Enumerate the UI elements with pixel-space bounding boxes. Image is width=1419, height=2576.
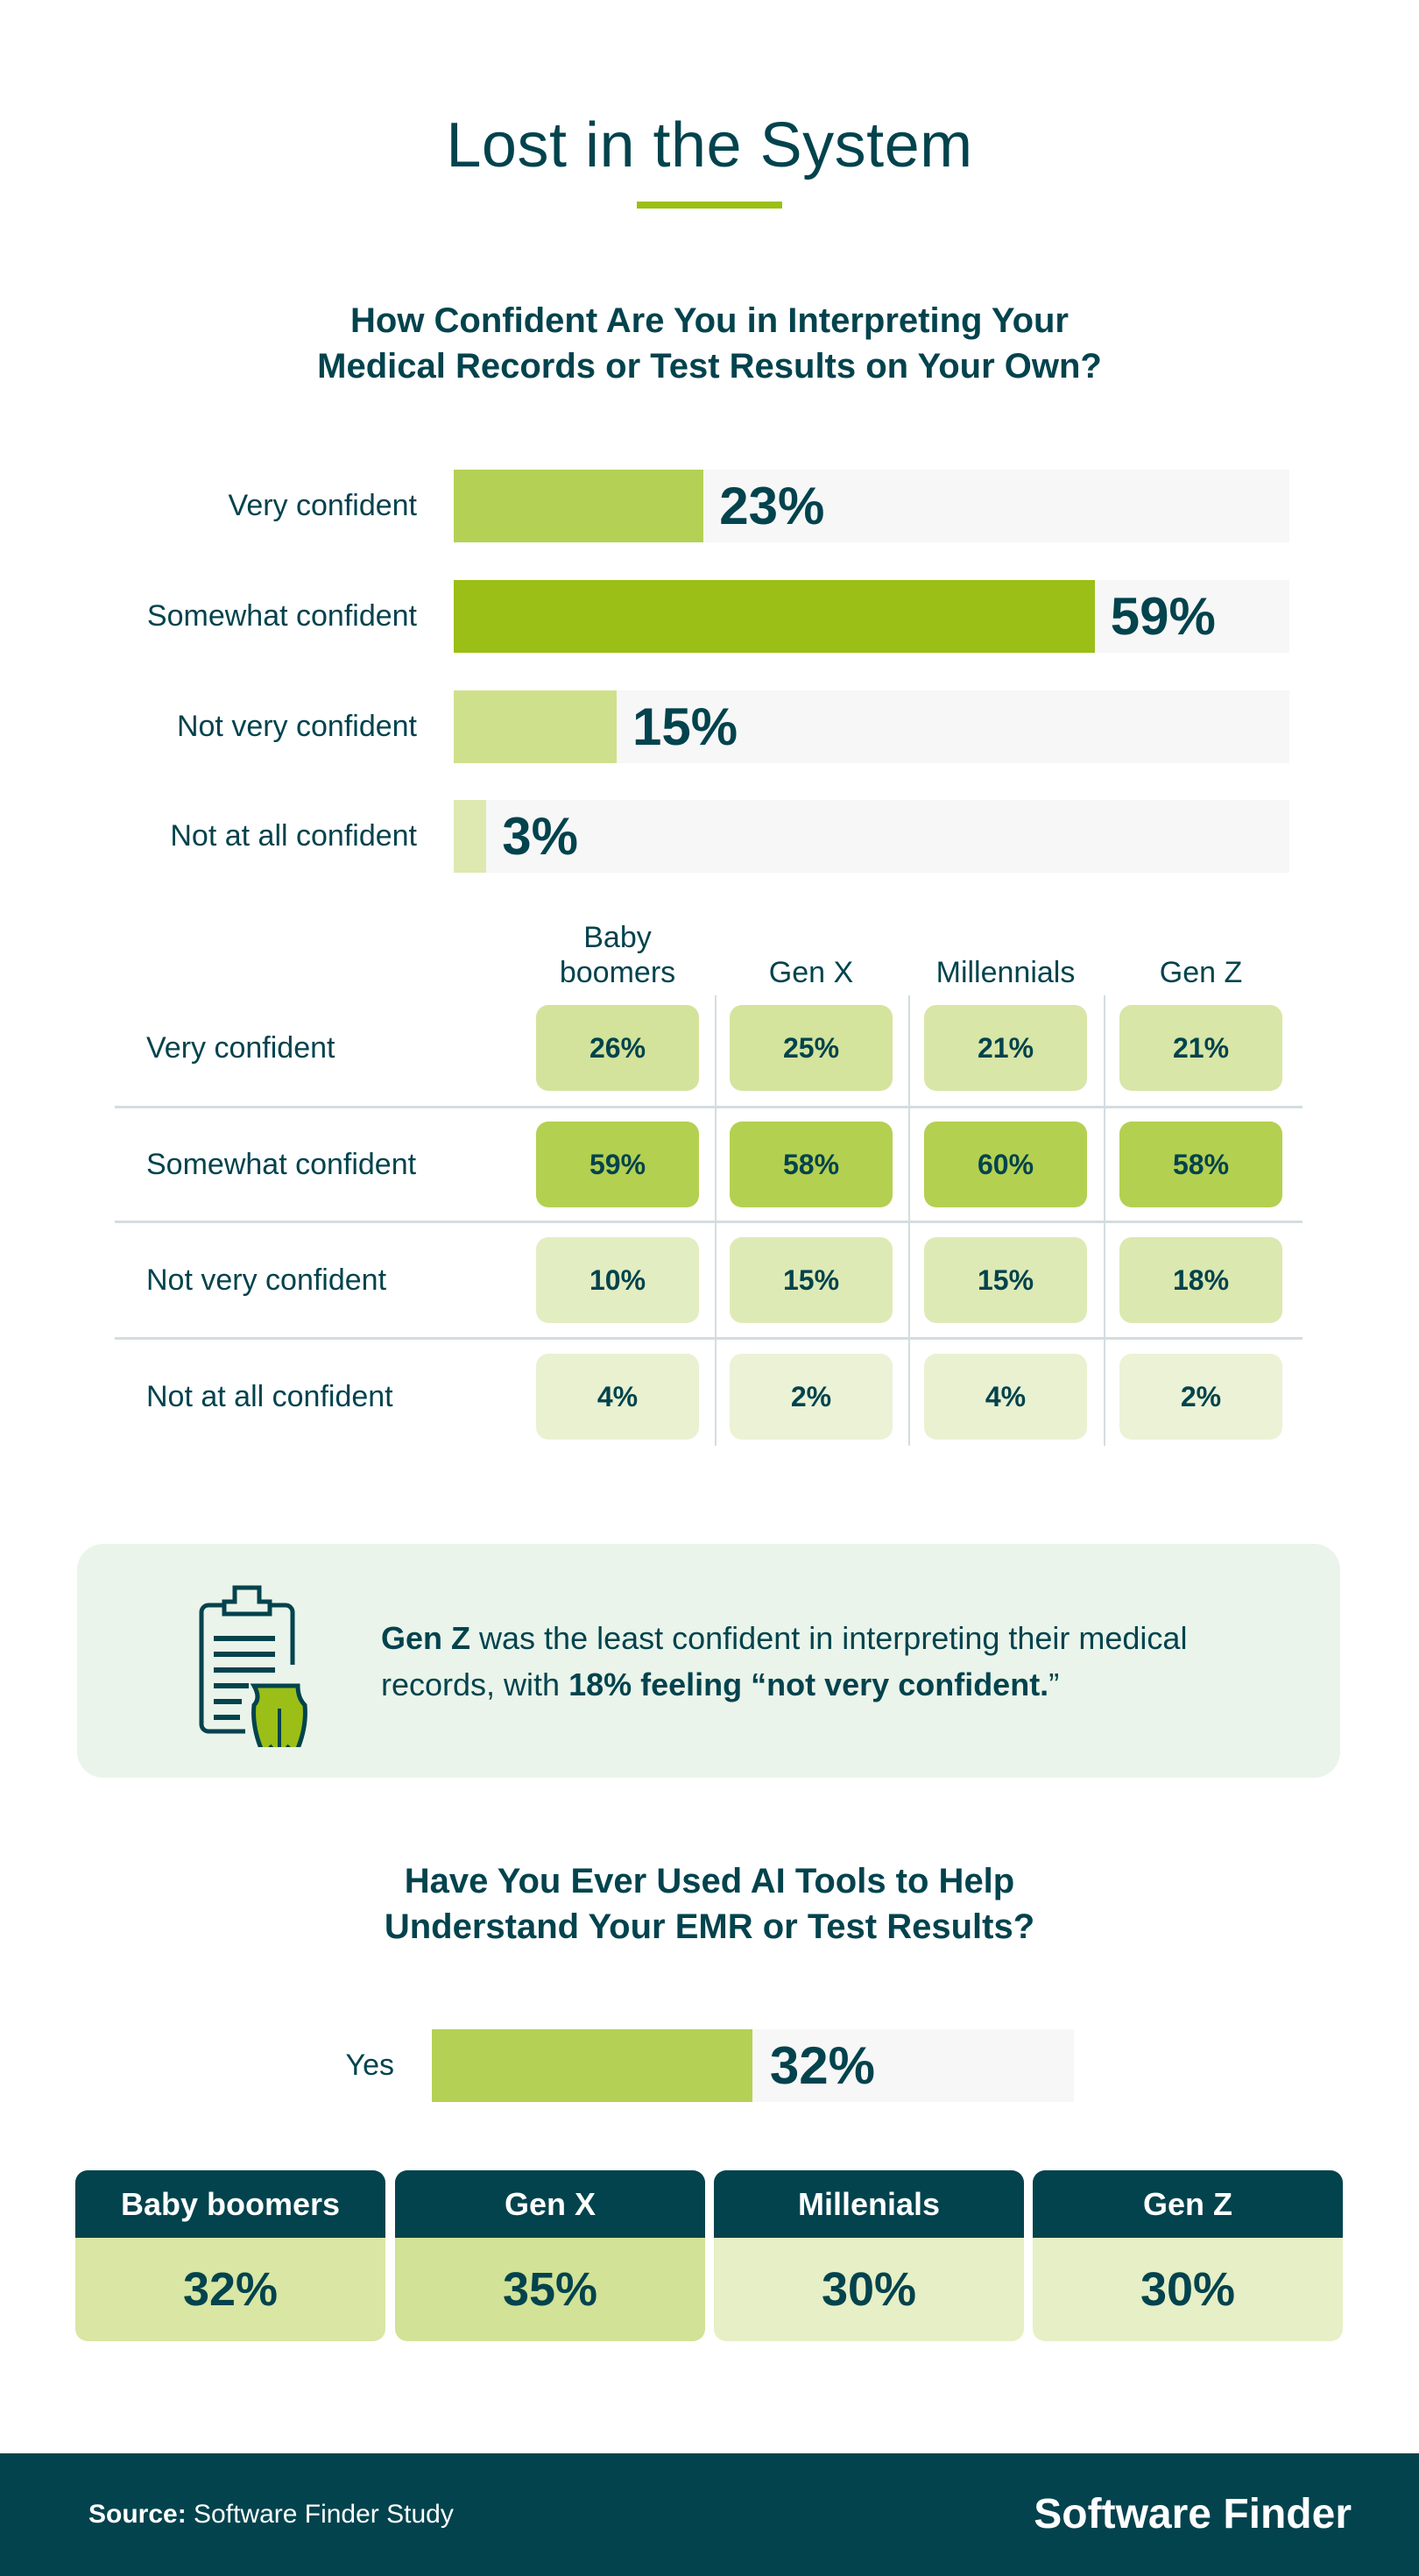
column-header: Millennials <box>909 955 1102 990</box>
heatmap-cell: 58% <box>1119 1122 1282 1207</box>
generation-card: Gen Z 30% <box>1033 2170 1343 2341</box>
source-note: Source: Software Finder Study <box>88 2497 454 2532</box>
generation-card-header: Gen X <box>395 2170 705 2238</box>
heatmap-cell: 4% <box>536 1354 699 1440</box>
heatmap-cell: 58% <box>730 1122 893 1207</box>
column-header-line: Gen X <box>768 956 854 989</box>
heatmap-cell: 21% <box>924 1005 1087 1091</box>
title-underline <box>637 202 782 209</box>
generation-card-header: Millenials <box>714 2170 1024 2238</box>
heatmap-cell: 2% <box>1119 1354 1282 1440</box>
bar-track: 23% <box>454 470 1289 542</box>
bar-category-label: Yes <box>345 2049 394 2082</box>
bar-row: Not at all confident 3% <box>0 800 1419 873</box>
bar-track: 3% <box>454 800 1289 873</box>
heatmap-cell: 26% <box>536 1005 699 1091</box>
bar-row: Yes 32% <box>0 2029 1419 2102</box>
footer: Source: Software Finder Study Software F… <box>0 2453 1419 2576</box>
source-label: Source: <box>88 2500 187 2529</box>
callout-bold-lead: Gen Z <box>381 1620 471 1656</box>
generation-card-value: 30% <box>714 2238 1024 2341</box>
row-divider <box>115 1221 1303 1223</box>
generation-card: Millenials 30% <box>714 2170 1024 2341</box>
chart2-title-line: Have You Ever Used AI Tools to Help <box>404 1862 1015 1900</box>
callout-bold-stat: 18% feeling “not very confident. <box>568 1667 1049 1702</box>
row-label: Somewhat confident <box>146 1148 417 1181</box>
row-label: Not at all confident <box>146 1380 393 1413</box>
row-label: Not very confident <box>146 1263 387 1297</box>
chart1-title-line: Medical Records or Test Results on Your … <box>317 347 1102 386</box>
column-divider <box>908 995 910 1446</box>
bar-fill <box>454 690 618 763</box>
bar-category-label: Not very confident <box>176 710 417 743</box>
chart1-title-line: How Confident Are You in Interpreting Yo… <box>350 301 1069 340</box>
heatmap-cell: 2% <box>730 1354 893 1440</box>
bar-value-label: 23% <box>719 477 825 535</box>
bar-category-label: Not at all confident <box>170 819 417 853</box>
heatmap-cell: 10% <box>536 1237 699 1323</box>
row-divider <box>115 1106 1303 1108</box>
column-header: Baby boomers <box>521 920 714 990</box>
bar-row: Not very confident 15% <box>0 690 1419 763</box>
column-header-line: Gen Z <box>1159 956 1243 989</box>
generation-card-value: 30% <box>1033 2238 1343 2341</box>
column-header-line: Millennials <box>935 956 1076 989</box>
row-label: Very confident <box>146 1031 335 1065</box>
bar-row: Somewhat confident 59% <box>0 580 1419 653</box>
source-text: Software Finder Study <box>186 2500 454 2529</box>
column-header-line: Baby <box>583 921 652 954</box>
bar-fill <box>454 580 1095 653</box>
generation-card: Gen X 35% <box>395 2170 705 2341</box>
chart2-title: Have You Ever Used AI Tools to Help Unde… <box>0 1858 1419 1950</box>
generation-card-header: Baby boomers <box>75 2170 385 2238</box>
bar-value-label: 15% <box>632 697 738 756</box>
heatmap-cell: 15% <box>730 1237 893 1323</box>
bar-fill <box>454 800 487 873</box>
bar-category-label: Somewhat confident <box>146 599 417 633</box>
column-header: Gen Z <box>1105 955 1297 990</box>
bar-fill <box>454 470 704 542</box>
bar-fill <box>432 2029 752 2102</box>
bar-value-label: 59% <box>1110 587 1216 646</box>
clipboard-shield-download-icon <box>199 1585 307 1747</box>
bar-row: Very confident 23% <box>0 470 1419 542</box>
heatmap-cell: 60% <box>924 1122 1087 1207</box>
bar-category-label: Very confident <box>228 489 417 522</box>
bar-track: 15% <box>454 690 1289 763</box>
chart2-title-line: Understand Your EMR or Test Results? <box>384 1907 1035 1946</box>
heatmap-cell: 21% <box>1119 1005 1282 1091</box>
generation-card-header: Gen Z <box>1033 2170 1343 2238</box>
heatmap-cell: 59% <box>536 1122 699 1207</box>
callout-text-body: was the least confident in interpreting … <box>381 1620 1188 1702</box>
bar-track: 59% <box>454 580 1289 653</box>
column-divider <box>715 995 717 1446</box>
column-divider <box>1104 995 1105 1446</box>
heatmap-cell: 4% <box>924 1354 1087 1440</box>
generation-card-value: 35% <box>395 2238 705 2341</box>
bar-value-label: 32% <box>769 2036 875 2095</box>
heatmap-cell: 15% <box>924 1237 1087 1323</box>
software-finder-logo: Software Finder <box>1034 2491 1352 2537</box>
page-title: Lost in the System <box>446 110 973 180</box>
row-divider <box>115 1337 1303 1340</box>
generation-card-value: 32% <box>75 2238 385 2341</box>
chart1-title: How Confident Are You in Interpreting Yo… <box>0 298 1419 389</box>
generation-card: Baby boomers 32% <box>75 2170 385 2341</box>
heatmap-cell: 18% <box>1119 1237 1282 1323</box>
column-header-line: boomers <box>559 956 676 989</box>
bar-value-label: 3% <box>502 807 578 866</box>
column-header: Gen X <box>715 955 907 990</box>
callout-text-end: ” <box>1048 1667 1060 1702</box>
heatmap-cell: 25% <box>730 1005 893 1091</box>
callout-text: Gen Z was the least confident in interpr… <box>381 1615 1301 1708</box>
bar-track: 32% <box>432 2029 1074 2102</box>
insight-callout: Gen Z was the least confident in interpr… <box>77 1544 1340 1778</box>
